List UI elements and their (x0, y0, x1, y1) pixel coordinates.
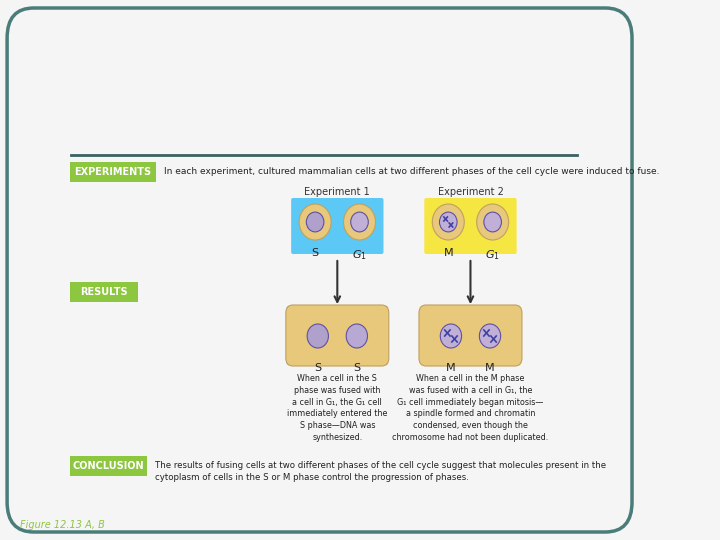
FancyBboxPatch shape (70, 282, 138, 302)
Text: CONCLUSION: CONCLUSION (73, 461, 144, 471)
Text: S: S (314, 363, 321, 373)
FancyBboxPatch shape (287, 306, 388, 365)
FancyBboxPatch shape (420, 306, 521, 365)
Text: When a cell in the M phase
was fused with a cell in G₁, the
G₁ cell immediately : When a cell in the M phase was fused wit… (392, 374, 549, 442)
Text: Experiment 1: Experiment 1 (305, 187, 370, 197)
FancyBboxPatch shape (419, 305, 522, 366)
Circle shape (306, 212, 324, 232)
Circle shape (346, 324, 367, 348)
Text: M: M (485, 363, 495, 373)
FancyBboxPatch shape (424, 198, 517, 254)
Text: S: S (312, 248, 319, 258)
Text: $G_1$: $G_1$ (485, 248, 500, 262)
Text: In each experiment, cultured mammalian cells at two different phases of the cell: In each experiment, cultured mammalian c… (164, 167, 660, 177)
Circle shape (299, 204, 331, 240)
Circle shape (480, 324, 500, 348)
Text: The results of fusing cells at two different phases of the cell cycle suggest th: The results of fusing cells at two diffe… (156, 461, 606, 482)
Circle shape (351, 212, 369, 232)
Circle shape (343, 204, 376, 240)
Text: M: M (444, 248, 453, 258)
Text: Experiment 2: Experiment 2 (438, 187, 503, 197)
Circle shape (432, 204, 464, 240)
Text: When a cell in the S
phase was fused with
a cell in G₁, the G₁ cell
immediately : When a cell in the S phase was fused wit… (287, 374, 387, 442)
FancyBboxPatch shape (70, 162, 156, 182)
Text: RESULTS: RESULTS (80, 287, 127, 297)
Circle shape (477, 204, 508, 240)
Circle shape (307, 324, 328, 348)
FancyBboxPatch shape (291, 198, 384, 254)
Text: EXPERIMENTS: EXPERIMENTS (74, 167, 151, 177)
Circle shape (484, 212, 501, 232)
Circle shape (441, 324, 462, 348)
FancyBboxPatch shape (70, 456, 148, 476)
Text: Figure 12.13 A, B: Figure 12.13 A, B (19, 520, 104, 530)
FancyBboxPatch shape (7, 8, 632, 532)
Text: $G_1$: $G_1$ (352, 248, 367, 262)
Text: M: M (446, 363, 456, 373)
FancyBboxPatch shape (286, 305, 389, 366)
Circle shape (439, 212, 457, 232)
Text: S: S (354, 363, 361, 373)
